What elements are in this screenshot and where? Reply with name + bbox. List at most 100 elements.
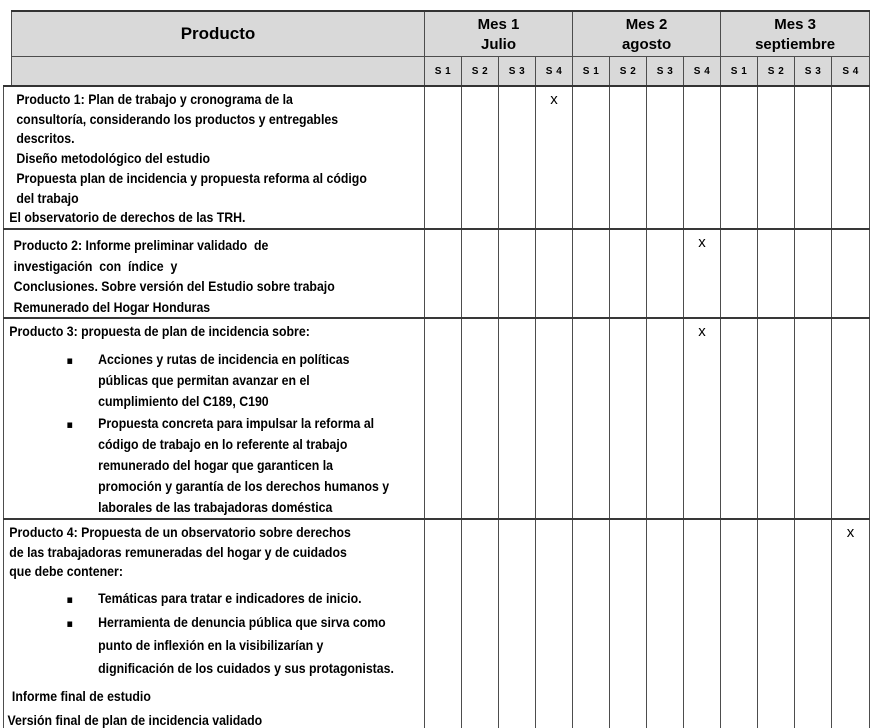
week-header: S 1	[424, 55, 462, 87]
week-cell	[461, 518, 499, 728]
month-subname: Julio	[481, 36, 517, 53]
week-cell	[794, 317, 832, 520]
week-cell	[609, 85, 647, 230]
week-cell: x	[535, 85, 573, 230]
week-cell	[498, 317, 536, 520]
delivery-mark: x	[550, 91, 558, 108]
bullet-square-icon: ▪	[66, 418, 74, 431]
week-cell	[683, 85, 721, 230]
week-cell	[498, 518, 536, 728]
week-cell	[424, 228, 462, 320]
bullet-text: Acciones y rutas de incidencia en políti…	[98, 351, 350, 409]
product-row-4: Producto 4: Propuesta de un observatorio…	[3, 518, 870, 728]
month-name: Mes 1	[477, 16, 520, 33]
week-header: S 1	[720, 55, 759, 87]
week-cell	[831, 228, 870, 320]
week-header: S 2	[461, 55, 499, 87]
week-cell	[424, 85, 462, 230]
week-cell	[535, 228, 573, 320]
bullet-text: Herramienta de denuncia pública que sirv…	[98, 613, 394, 677]
week-header: S 3	[646, 55, 685, 87]
column-header-producto: Producto	[11, 10, 425, 57]
week-cell	[609, 228, 647, 320]
bullet-item: ▪ Acciones y rutas de incidencia en polí…	[5, 349, 424, 412]
month-subname: agosto	[621, 36, 672, 53]
month-header-mes1: Mes 1 Julio	[423, 10, 574, 57]
bullet-item: ▪ Herramienta de denuncia pública que si…	[5, 611, 424, 681]
week-cell	[572, 317, 610, 520]
week-cell	[461, 317, 499, 520]
product-1-paragraph: Producto 1: Plan de trabajo y cronograma…	[16, 91, 367, 206]
week-header: S 4	[831, 55, 871, 87]
product-description-cell: Producto 4: Propuesta de un observatorio…	[3, 518, 425, 728]
informe-final-paragraph: Informe final de estudio	[11, 687, 151, 704]
week-cell	[646, 518, 684, 728]
producto-subheader-empty	[11, 55, 425, 87]
product-description-cell: Producto 2: Informe preliminar validado …	[3, 228, 425, 320]
week-cell: x	[683, 228, 721, 320]
week-cell	[757, 317, 795, 520]
week-cell	[646, 317, 684, 520]
week-cell: x	[831, 518, 870, 728]
week-header: S 3	[498, 55, 536, 87]
month-header-mes2: Mes 2 agosto	[572, 10, 722, 57]
product-row-1: Producto 1: Plan de trabajo y cronograma…	[3, 85, 870, 230]
product-4-title: Producto 4: Propuesta de un observatorio…	[9, 524, 351, 580]
week-header: S 1	[572, 55, 611, 87]
week-header: S 4	[534, 55, 574, 87]
bullet-square-icon: ▪	[66, 593, 74, 607]
month-name: Mes 3	[774, 16, 816, 33]
bullet-square-icon: ▪	[66, 354, 74, 367]
week-cell	[757, 518, 795, 728]
product-3-title: Producto 3: propuesta de plan de inciden…	[9, 323, 310, 340]
week-cell	[609, 518, 647, 728]
schedule-header-table: Producto Mes 1 Julio Mes 2 agosto Mes 3 …	[11, 10, 871, 87]
product-1-paragraph: El observatorio de derechos de las TRH.	[9, 209, 246, 226]
week-cell	[461, 228, 499, 320]
month-header-mes3: Mes 3 septiembre	[720, 10, 871, 57]
week-cell	[535, 518, 573, 728]
delivery-mark: x	[698, 323, 706, 341]
week-cell	[424, 518, 462, 728]
week-cell	[572, 228, 610, 320]
bullet-item: ▪ Propuesta concreta para impulsar la re…	[5, 413, 424, 517]
product-2-paragraph: Producto 2: Informe preliminar validado …	[13, 236, 335, 315]
week-cell	[461, 85, 499, 230]
week-cell: x	[683, 317, 721, 520]
product-row-2: Producto 2: Informe preliminar validado …	[3, 228, 870, 320]
week-cell	[757, 85, 795, 230]
week-cell	[572, 85, 610, 230]
week-cell	[646, 228, 684, 320]
month-subname: septiembre	[755, 36, 836, 53]
week-cell	[757, 228, 795, 320]
week-cell	[720, 85, 758, 230]
week-cell	[720, 518, 758, 728]
product-row-3: Producto 3: propuesta de plan de inciden…	[3, 317, 870, 520]
delivery-mark: x	[846, 524, 855, 541]
bullet-square-icon: ▪	[66, 616, 74, 630]
product-description-cell: Producto 1: Plan de trabajo y cronograma…	[3, 85, 425, 230]
week-cell	[720, 317, 758, 520]
week-cell	[609, 317, 647, 520]
week-cell	[683, 518, 721, 728]
week-cell	[535, 317, 573, 520]
week-header: S 3	[794, 55, 833, 87]
delivery-mark: x	[698, 233, 706, 251]
week-cell	[794, 85, 832, 230]
week-cell	[831, 317, 870, 520]
week-cell	[646, 85, 684, 230]
week-header: S 4	[683, 55, 722, 87]
bullet-text: Temáticas para tratar e indicadores de i…	[98, 590, 362, 607]
week-header: S 2	[757, 55, 796, 87]
week-cell	[720, 228, 758, 320]
product-description-cell: Producto 3: propuesta de plan de inciden…	[3, 317, 425, 520]
month-name: Mes 2	[625, 16, 668, 33]
schedule-body-table: Producto 1: Plan de trabajo y cronograma…	[3, 85, 870, 728]
header-row-months: Producto Mes 1 Julio Mes 2 agosto Mes 3 …	[11, 10, 871, 57]
week-cell	[424, 317, 462, 520]
week-cell	[794, 228, 832, 320]
week-header: S 2	[609, 55, 648, 87]
bullet-text: Propuesta concreta para impulsar la refo…	[98, 415, 390, 515]
